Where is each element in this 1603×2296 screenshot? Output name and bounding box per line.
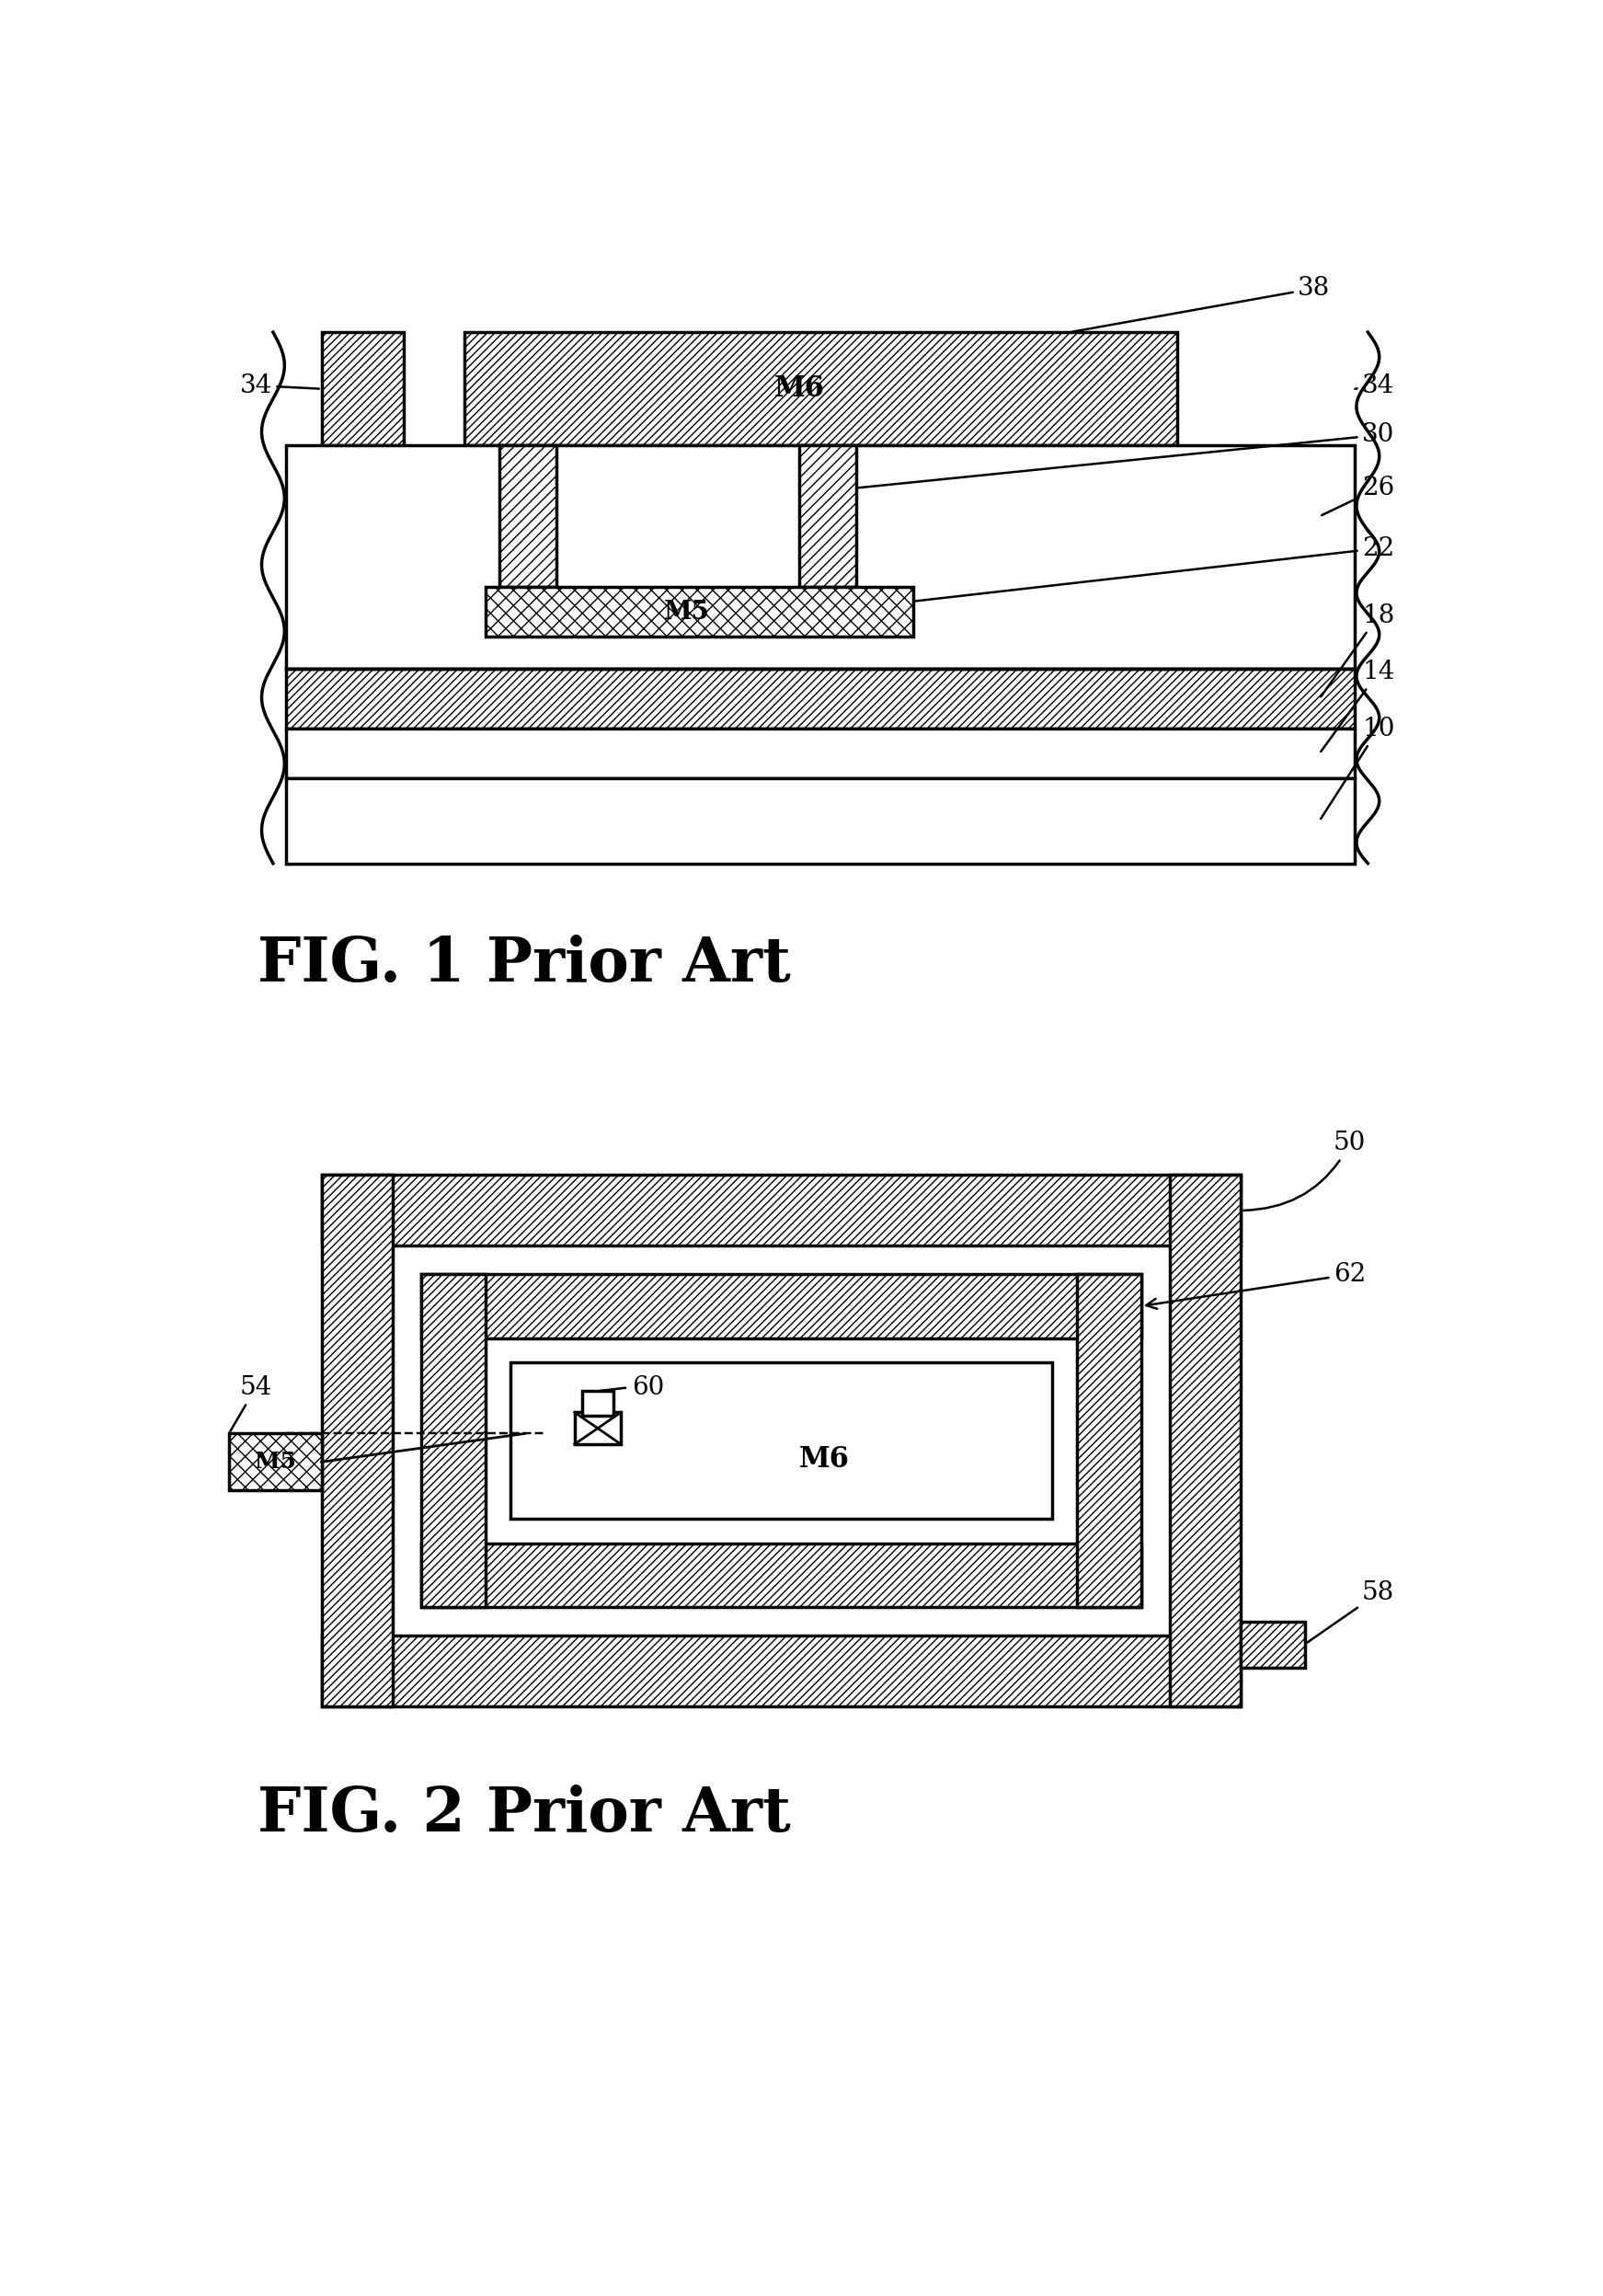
Bar: [582, 1391, 614, 1417]
Text: M6: M6: [774, 374, 824, 404]
Text: 22: 22: [915, 535, 1395, 602]
Text: FIG. 2 Prior Art: FIG. 2 Prior Art: [258, 1784, 790, 1844]
Bar: [422, 1543, 1141, 1607]
Text: 54: 54: [231, 1375, 273, 1430]
Bar: [285, 668, 1355, 728]
Bar: [285, 778, 1355, 863]
Bar: [1170, 1176, 1241, 1706]
Text: 50: 50: [1244, 1132, 1366, 1210]
Bar: [422, 1274, 1141, 1339]
Text: FIG. 1 Prior Art: FIG. 1 Prior Art: [258, 934, 790, 994]
Bar: [465, 333, 1177, 445]
Bar: [486, 588, 914, 636]
Text: 38: 38: [1072, 276, 1330, 331]
Text: 60: 60: [632, 1375, 664, 1401]
Bar: [322, 1635, 1241, 1706]
Text: M5: M5: [255, 1451, 297, 1474]
Bar: [798, 445, 856, 588]
Text: 58: 58: [1306, 1580, 1395, 1642]
Bar: [510, 1364, 1052, 1518]
Bar: [229, 1433, 322, 1490]
Text: 62: 62: [1146, 1263, 1366, 1309]
Bar: [322, 1176, 1241, 1247]
Text: 18: 18: [1321, 604, 1395, 696]
Bar: [285, 445, 1355, 668]
Bar: [422, 1274, 486, 1607]
Text: 14: 14: [1321, 659, 1395, 751]
Text: 30: 30: [859, 422, 1395, 487]
Text: 34: 34: [1355, 372, 1395, 397]
Text: M5: M5: [664, 599, 710, 625]
Text: 34: 34: [239, 372, 319, 397]
Bar: [1241, 1621, 1305, 1667]
Text: 26: 26: [1322, 475, 1395, 514]
Bar: [322, 333, 404, 445]
Bar: [322, 1176, 393, 1706]
Text: M6: M6: [800, 1444, 850, 1474]
Bar: [285, 728, 1355, 778]
Text: 10: 10: [1321, 716, 1395, 820]
Bar: [500, 445, 556, 588]
Bar: [1077, 1274, 1141, 1607]
Bar: [574, 1412, 620, 1444]
